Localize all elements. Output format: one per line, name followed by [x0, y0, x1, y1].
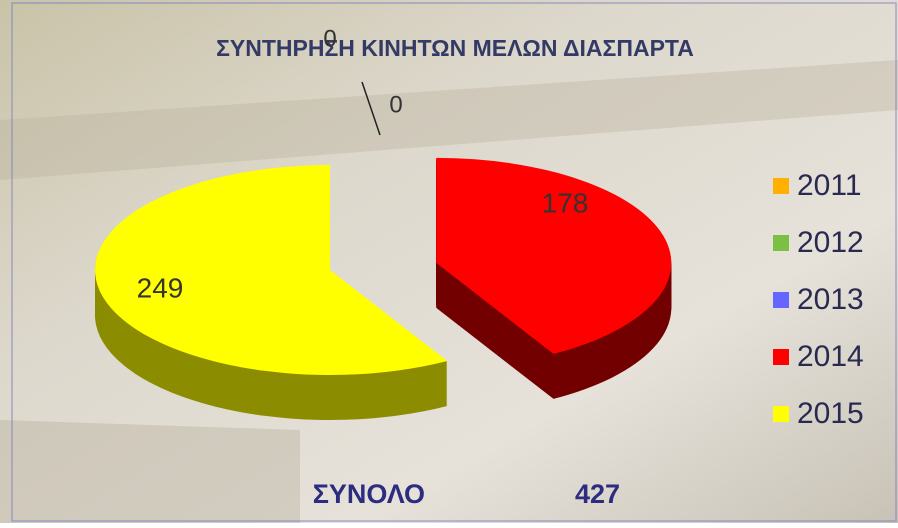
background-texture [0, 60, 898, 180]
total-label: ΣΥΝΟΛΟ [313, 479, 425, 509]
legend-swatch [773, 235, 789, 251]
legend-label: 2015 [797, 397, 864, 430]
chart-title: ΣΥΝΤΗΡΗΣΗ ΚΙΝΗΤΩΝ ΜΕΛΩΝ ΔΙΑΣΠΑΡΤΑ [216, 35, 694, 61]
slice [436, 157, 672, 354]
legend-label: 2012 [797, 226, 864, 259]
data-label: 249 [137, 272, 184, 303]
legend-swatch [773, 349, 789, 365]
background-texture [0, 420, 300, 523]
slice [95, 165, 448, 376]
legend-label: 2014 [797, 340, 864, 373]
data-label: 178 [542, 187, 589, 218]
legend-swatch [773, 292, 789, 308]
legend-swatch [773, 178, 789, 194]
data-label: 0 [323, 25, 336, 52]
legend-label: 2011 [797, 169, 862, 202]
total-value: 427 [575, 479, 620, 509]
legend-label: 2013 [797, 283, 864, 316]
legend-swatch [773, 406, 789, 422]
leader-line [361, 81, 381, 136]
data-label: 0 [389, 91, 402, 118]
frame [11, 2, 897, 522]
